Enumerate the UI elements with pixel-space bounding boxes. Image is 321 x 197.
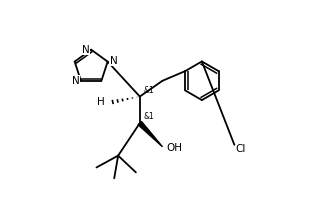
Text: H: H <box>97 97 105 107</box>
Text: N: N <box>72 76 79 86</box>
Text: OH: OH <box>166 143 182 153</box>
Text: &1: &1 <box>144 86 154 95</box>
Text: Cl: Cl <box>235 144 246 154</box>
Text: N: N <box>82 45 90 55</box>
Polygon shape <box>138 122 162 147</box>
Text: &1: &1 <box>144 112 154 121</box>
Text: N: N <box>109 56 117 66</box>
